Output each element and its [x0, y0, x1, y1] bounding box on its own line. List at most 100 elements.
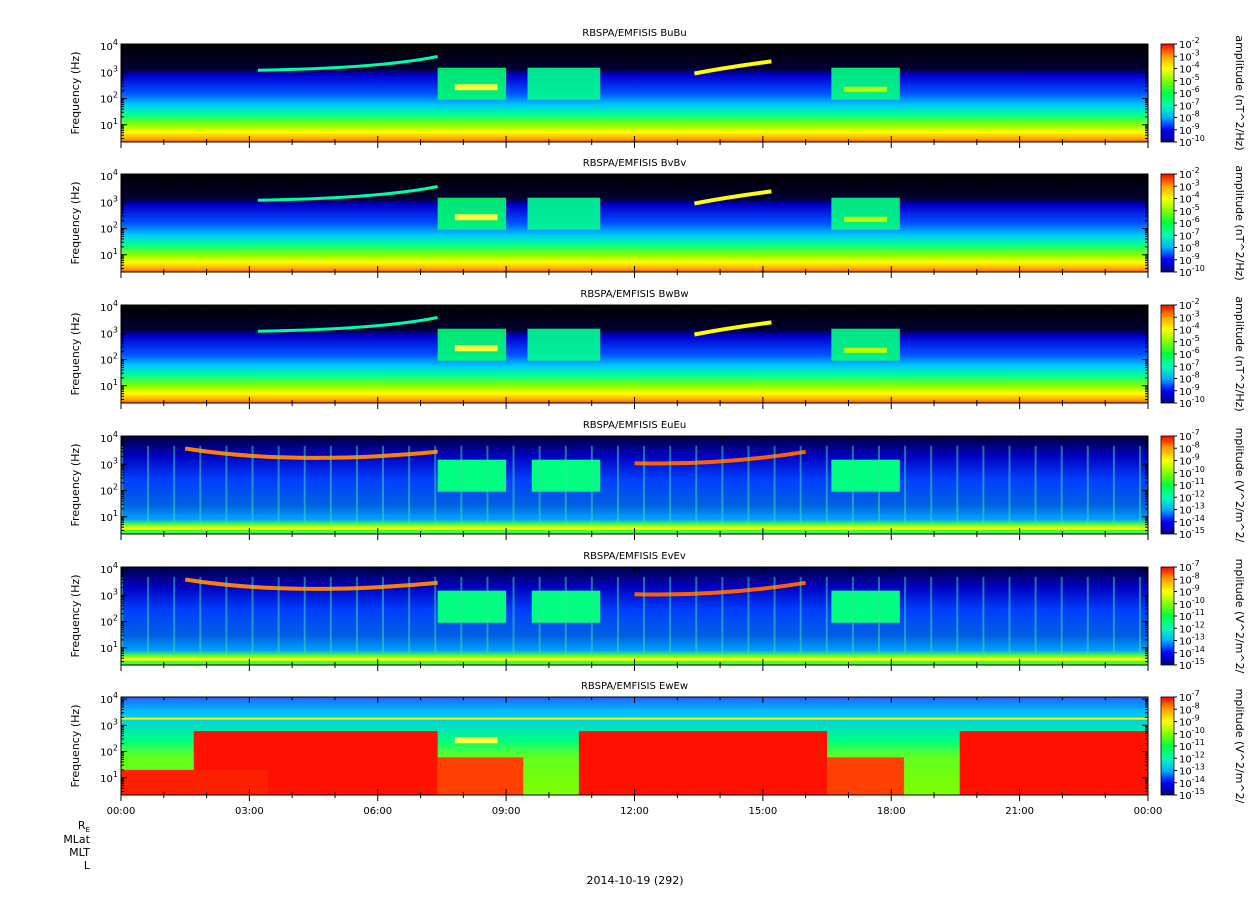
emission-streak: [1034, 576, 1037, 656]
emission-streak: [147, 576, 150, 656]
colorbar-tick-label: 10-9: [1179, 714, 1200, 729]
panel-title: RBSPA/EMFISIS EuEu: [583, 420, 686, 431]
panel-title: RBSPA/EMFISIS BvBv: [583, 158, 687, 169]
emission-streak: [904, 445, 907, 525]
colorbar-tick-label: 10-3: [1179, 48, 1200, 63]
x-tick-label: 00:00: [107, 806, 136, 817]
emission-streak: [851, 445, 854, 525]
colorbar-tick-label: 10-7: [1179, 227, 1200, 242]
emission-streak: [1008, 576, 1011, 656]
emission-core: [844, 216, 887, 222]
emission-streak: [1060, 576, 1063, 656]
colorbar-tick-label: 10-4: [1179, 191, 1200, 206]
y-axis-label: Frequency (Hz): [69, 575, 82, 658]
emission-streak: [956, 445, 959, 525]
y-tick-label: 101: [100, 509, 118, 524]
emission-trace: [257, 185, 438, 202]
emission-streak: [1139, 576, 1142, 656]
emission-streak: [121, 576, 123, 656]
colorbar-tick-label: 10-3: [1179, 178, 1200, 193]
emission-core: [454, 737, 498, 744]
emission-streak: [173, 445, 176, 525]
emission-streak: [851, 576, 854, 656]
emission-trace: [257, 55, 438, 72]
emission-streak: [251, 445, 254, 525]
colorbar-tick-label: 10-15: [1179, 657, 1205, 672]
y-tick-label: 104: [100, 691, 118, 706]
x-tick-label: 15:00: [748, 806, 777, 817]
spectrogram-background: [121, 567, 1148, 665]
emission-streak: [747, 445, 750, 525]
colorbar-label: amplitude (nT^2/Hz): [1233, 165, 1246, 280]
x-tick-label: 12:00: [620, 806, 649, 817]
emission-band: [437, 757, 524, 795]
emission-core: [454, 84, 498, 91]
emission-streak: [512, 445, 515, 525]
emission-band: [831, 67, 900, 100]
y-tick-label: 102: [100, 352, 118, 367]
y-tick-label: 101: [100, 770, 118, 785]
panel-title: RBSPA/EMFISIS BuBu: [582, 28, 686, 39]
emission-trace: [184, 446, 438, 460]
colorbar-tick-label: 10-9: [1179, 383, 1200, 398]
emission-band: [437, 328, 507, 361]
emission-streak: [825, 576, 828, 656]
ephemeris-label-mlat: MLat: [63, 833, 90, 846]
emission-core: [454, 214, 498, 221]
emission-streak: [590, 445, 593, 525]
emission-band: [437, 197, 507, 230]
emission-band: [831, 328, 900, 361]
y-tick-label: 103: [100, 194, 118, 209]
emission-band: [831, 197, 900, 230]
colorbar-tick-label: 10-13: [1179, 633, 1205, 648]
y-tick-label: 104: [100, 299, 118, 314]
emission-streak: [669, 576, 672, 656]
emission-streak: [303, 576, 306, 656]
emission-trace: [257, 316, 438, 333]
emission-streak: [982, 576, 985, 656]
emission-band: [831, 590, 900, 623]
colorbar-tick-label: 10-5: [1179, 334, 1200, 349]
emission-streak: [355, 576, 358, 656]
colorbar-tick-label: 10-7: [1179, 559, 1200, 574]
emission-streak: [1086, 445, 1089, 525]
colorbar-tick-label: 10-11: [1179, 608, 1205, 623]
colorbar-tick-label: 10-5: [1179, 73, 1200, 88]
colorbar: [1160, 696, 1175, 796]
emission-band: [527, 67, 601, 100]
y-axis-label: Frequency (Hz): [69, 705, 82, 788]
colorbar-tick-label: 10-4: [1179, 322, 1200, 337]
emission-streak: [355, 445, 358, 525]
colorbar-tick-label: 10-6: [1179, 215, 1200, 230]
emission-streak: [643, 576, 646, 656]
emission-streak: [877, 445, 880, 525]
colorbar-tick-label: 10-11: [1179, 477, 1205, 492]
colorbar-tick-label: 10-12: [1179, 750, 1205, 765]
panel-2: RBSPA/EMFISIS BvBv 101 102 103 104 Frequency …: [69, 158, 1246, 281]
emission-streak: [773, 576, 776, 656]
emission-streak: [930, 576, 933, 656]
colorbar-label: amplitude (nT^2/Hz): [1233, 35, 1246, 150]
colorbar-tick-label: 10-2: [1179, 36, 1200, 51]
emission-streak: [460, 445, 463, 525]
emission-streak: [434, 576, 437, 656]
emission-band: [437, 67, 507, 100]
panels-group: RBSPA/EMFISIS BuBu 101 102 103 104 Frequency …: [69, 28, 1246, 817]
colorbar-tick-label: 10-6: [1179, 85, 1200, 100]
spectrogram-background: [121, 436, 1148, 534]
spectrogram-background: [121, 44, 1148, 142]
emission-streak: [277, 445, 280, 525]
emission-band: [437, 590, 507, 623]
y-tick-label: 102: [100, 483, 118, 498]
spectrogram-background: [121, 305, 1148, 403]
colorbar-label: mplitude (V^2/m^2/: [1233, 689, 1246, 804]
colorbar: [1160, 566, 1175, 666]
emission-streak: [590, 576, 593, 656]
emission-streak: [773, 445, 776, 525]
emission-streak: [512, 576, 515, 656]
y-tick-label: 104: [100, 430, 118, 445]
panel-1: RBSPA/EMFISIS BuBu 101 102 103 104 Frequency …: [69, 28, 1246, 151]
spectrogram-background: [121, 174, 1148, 272]
emission-streak: [173, 576, 176, 656]
